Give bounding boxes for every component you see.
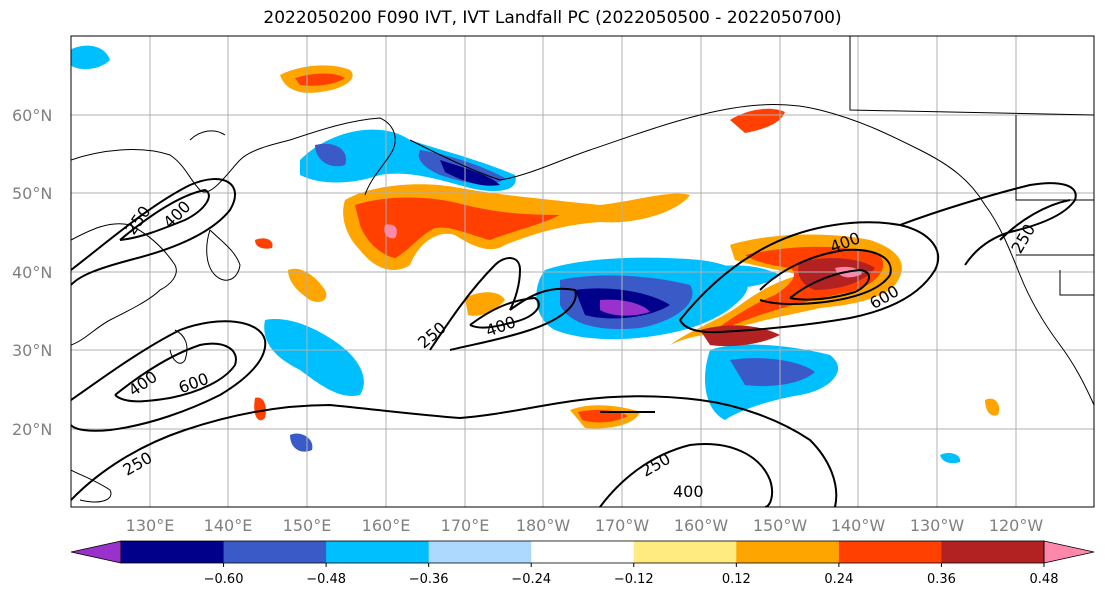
lat-label-30n: 30°N: [12, 341, 52, 360]
colorbar-tick-label: 0.24: [824, 572, 853, 587]
gridlines: [71, 36, 1094, 507]
colorbar-tick-label: −0.48: [306, 572, 346, 587]
colorbar-tick-label: −0.36: [409, 572, 449, 587]
contour-label: 400: [673, 482, 704, 501]
lon-label: 150°W: [753, 516, 808, 535]
lon-label: 170°W: [595, 516, 650, 535]
colorbar-tick-label: 0.36: [927, 572, 956, 587]
longitude-labels: 130°E 140°E 150°E 160°E 170°E 180°W 170°…: [126, 516, 1044, 535]
lon-label: 180°W: [516, 516, 571, 535]
colorbar-segment: [223, 541, 327, 563]
coastlines: [71, 36, 1094, 503]
lon-label: 120°W: [989, 516, 1044, 535]
colorbar-tick-label: 0.12: [722, 572, 751, 587]
colorbar-tick-label: 0.48: [1030, 572, 1059, 587]
lon-label: 170°E: [441, 516, 490, 535]
colorbar-segment: [428, 541, 532, 563]
lon-label: 160°E: [362, 516, 411, 535]
lat-label-60n: 60°N: [12, 106, 52, 125]
positive-shading: [254, 65, 1000, 429]
colorbar-tick-label: −0.60: [204, 572, 244, 587]
map-title: 2022050200 F090 IVT, IVT Landfall PC (20…: [263, 8, 842, 28]
colorbar-border: [120, 540, 1045, 564]
lon-label: 150°E: [283, 516, 332, 535]
colorbar: −0.60 −0.48 −0.36 −0.24 −0.12 0.12 0.24 0.36 0.4…: [70, 540, 1095, 587]
colorbar-tick-label: −0.24: [511, 572, 551, 587]
lon-label: 140°E: [204, 516, 253, 535]
colorbar-segment: [736, 541, 840, 563]
colorbar-segment: [326, 541, 430, 563]
colorbar-segment: [838, 541, 942, 563]
latitude-labels: 60°N 50°N 40°N 30°N 20°N: [12, 106, 52, 439]
map-frame: [70, 35, 1095, 508]
lat-label-20n: 20°N: [12, 420, 52, 439]
negative-shading: [71, 45, 961, 464]
lon-label: 130°E: [126, 516, 175, 535]
lon-label: 130°W: [910, 516, 965, 535]
colorbar-extend-high: [1043, 540, 1095, 564]
colorbar-extend-low: [70, 540, 122, 564]
colorbar-segment: [633, 541, 737, 563]
lat-label-50n: 50°N: [12, 184, 52, 203]
lon-label: 140°W: [831, 516, 886, 535]
colorbar-segment: [941, 541, 1045, 563]
colorbar-segment: [121, 541, 225, 563]
lat-label-40n: 40°N: [12, 263, 52, 282]
colorbar-segment: [531, 541, 635, 563]
lon-label: 160°W: [674, 516, 729, 535]
colorbar-tick-label: −0.12: [614, 572, 654, 587]
ivt-contours: [71, 178, 1077, 507]
